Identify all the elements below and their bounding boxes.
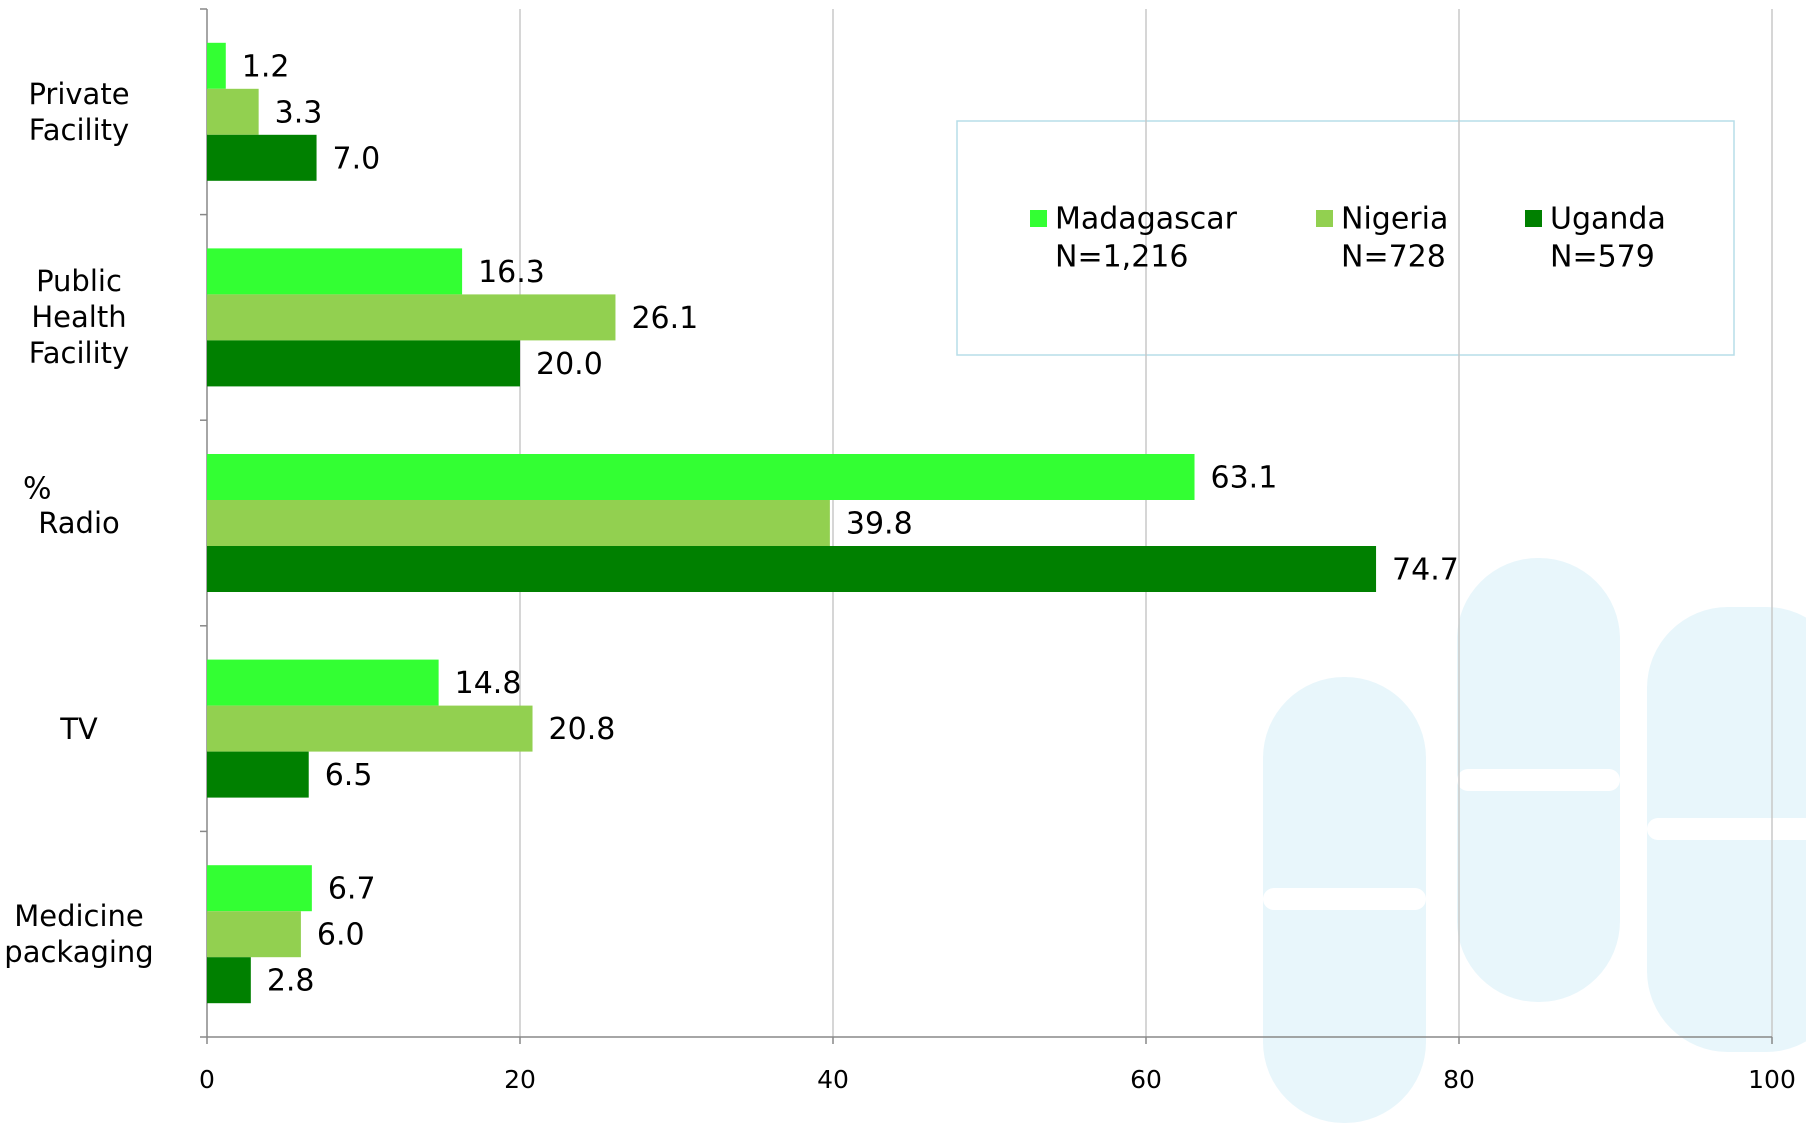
data-label: 7.0: [333, 141, 381, 176]
data-label: 1.2: [242, 49, 290, 84]
y-tick-label: Public Health Facility: [0, 263, 179, 371]
x-tick-label: 60: [1130, 1065, 1162, 1094]
background-decoration: [1263, 558, 1806, 1123]
bar: [207, 706, 533, 752]
bar: [207, 340, 520, 386]
legend-box: [957, 121, 1734, 355]
x-tick-label: 20: [504, 1065, 536, 1094]
page: % 0 20 40 60 80 100 1.2 3.3 7.0 16.3 26.1 20.0 63.1 3…: [0, 0, 1806, 1124]
data-label: 39.8: [846, 507, 913, 542]
data-label: 6.5: [325, 758, 373, 793]
data-label: 63.1: [1211, 461, 1278, 496]
bar: [207, 294, 615, 340]
data-label: 3.3: [275, 95, 323, 130]
y-tick-label: Private Facility: [0, 76, 179, 148]
legend-label: Madagascar: [1055, 202, 1238, 237]
y-tick-label: Medicine packaging: [0, 898, 179, 970]
bar: [207, 454, 1195, 500]
chart: % 0 20 40 60 80 100 1.2 3.3 7.0 16.3 26.1 20.0 63.1 3…: [0, 0, 1806, 1124]
bar: [207, 660, 439, 706]
y-tick-label: Radio: [0, 505, 179, 541]
data-label: 6.0: [317, 918, 365, 953]
legend-n: N=579: [1550, 240, 1655, 275]
legend-marker: [1525, 210, 1542, 227]
bar: [207, 865, 312, 911]
data-label: 14.8: [455, 666, 522, 701]
bar: [207, 957, 251, 1003]
data-label: 16.3: [478, 255, 545, 290]
x-tick-label: 0: [199, 1065, 215, 1094]
data-label: 74.7: [1392, 553, 1459, 588]
legend-n: N=728: [1341, 240, 1446, 275]
x-tick-label: 40: [817, 1065, 849, 1094]
legend-marker: [1030, 210, 1047, 227]
bar: [207, 43, 226, 89]
bar: [207, 89, 259, 135]
data-label: 2.8: [267, 964, 315, 999]
data-label: 20.8: [549, 712, 616, 747]
bar: [207, 248, 462, 294]
x-tick-label: 100: [1748, 1065, 1796, 1094]
bar: [207, 135, 317, 181]
legend-label: Nigeria: [1341, 202, 1448, 237]
data-label: 26.1: [631, 301, 698, 336]
legend-label: Uganda: [1550, 202, 1666, 237]
data-label: 20.0: [536, 347, 603, 382]
legend-marker: [1316, 210, 1333, 227]
bar: [207, 911, 301, 957]
bar: [207, 546, 1376, 592]
data-label: 6.7: [328, 872, 376, 907]
bar: [207, 752, 309, 798]
y-axis-label: %: [23, 472, 52, 507]
bar: [207, 500, 830, 546]
y-tick-label: TV: [0, 711, 179, 747]
legend-n: N=1,216: [1055, 240, 1188, 275]
x-tick-label: 80: [1443, 1065, 1475, 1094]
